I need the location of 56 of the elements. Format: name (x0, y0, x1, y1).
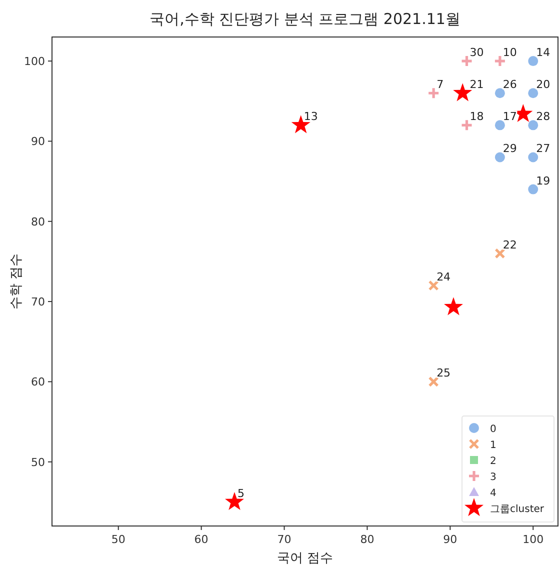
annotation: 24 (436, 270, 451, 284)
annotation: 28 (536, 110, 550, 124)
annotation: 27 (536, 142, 550, 156)
point (494, 152, 505, 162)
y-axis-title: 수학 점수 (9, 253, 24, 310)
point (494, 54, 506, 68)
x-tick-label: 70 (277, 533, 292, 546)
point (427, 86, 440, 100)
x-tick-label: 80 (360, 533, 374, 546)
point (494, 248, 506, 259)
chart-title: 국어,수학 진단평가 분석 프로그램 2021.11월 (150, 10, 460, 28)
annotation: 7 (436, 78, 444, 92)
annotation: 26 (502, 78, 517, 92)
annotation: 30 (470, 46, 484, 60)
point (494, 88, 505, 98)
y-tick-label: 100 (24, 55, 45, 68)
legend-label: 4 (490, 488, 496, 499)
annotation: 29 (502, 142, 517, 156)
y-tick-label: 50 (31, 456, 45, 469)
y-tick-label: 60 (31, 376, 45, 389)
point (528, 184, 538, 194)
annotation: 13 (304, 110, 318, 124)
point (428, 376, 439, 388)
x-tick-label: 60 (194, 533, 208, 546)
legend-label: 그룹cluster (490, 504, 545, 515)
annotation: 10 (502, 46, 517, 60)
y-tick-label: 90 (31, 135, 45, 148)
point (528, 56, 538, 66)
annotation: 19 (536, 174, 550, 188)
x-tick-label: 90 (443, 533, 458, 546)
annotation: 17 (502, 110, 517, 124)
x-axis-title: 국어 점수 (276, 551, 334, 566)
point (528, 120, 538, 130)
annotation: 22 (502, 238, 517, 252)
point (453, 83, 472, 102)
legend-label: 2 (490, 456, 496, 467)
point (494, 120, 505, 130)
annotation: 5 (237, 486, 244, 500)
y-tick-label: 70 (31, 296, 45, 309)
annotation: 18 (470, 110, 484, 124)
legend-label: 3 (490, 472, 496, 483)
point (528, 152, 538, 162)
x-tick-label: 50 (111, 533, 126, 546)
point (428, 280, 439, 291)
annotation: 25 (436, 366, 451, 380)
point (460, 118, 474, 132)
x-tick-label: 100 (522, 533, 544, 546)
point (528, 88, 538, 98)
y-tick-label: 80 (31, 215, 45, 228)
point (444, 297, 463, 316)
annotation: 20 (536, 78, 550, 92)
annotation: 21 (470, 78, 484, 92)
annotation: 14 (536, 46, 550, 60)
legend-label: 1 (490, 440, 496, 451)
point (460, 54, 474, 68)
legend-label: 0 (490, 424, 496, 435)
